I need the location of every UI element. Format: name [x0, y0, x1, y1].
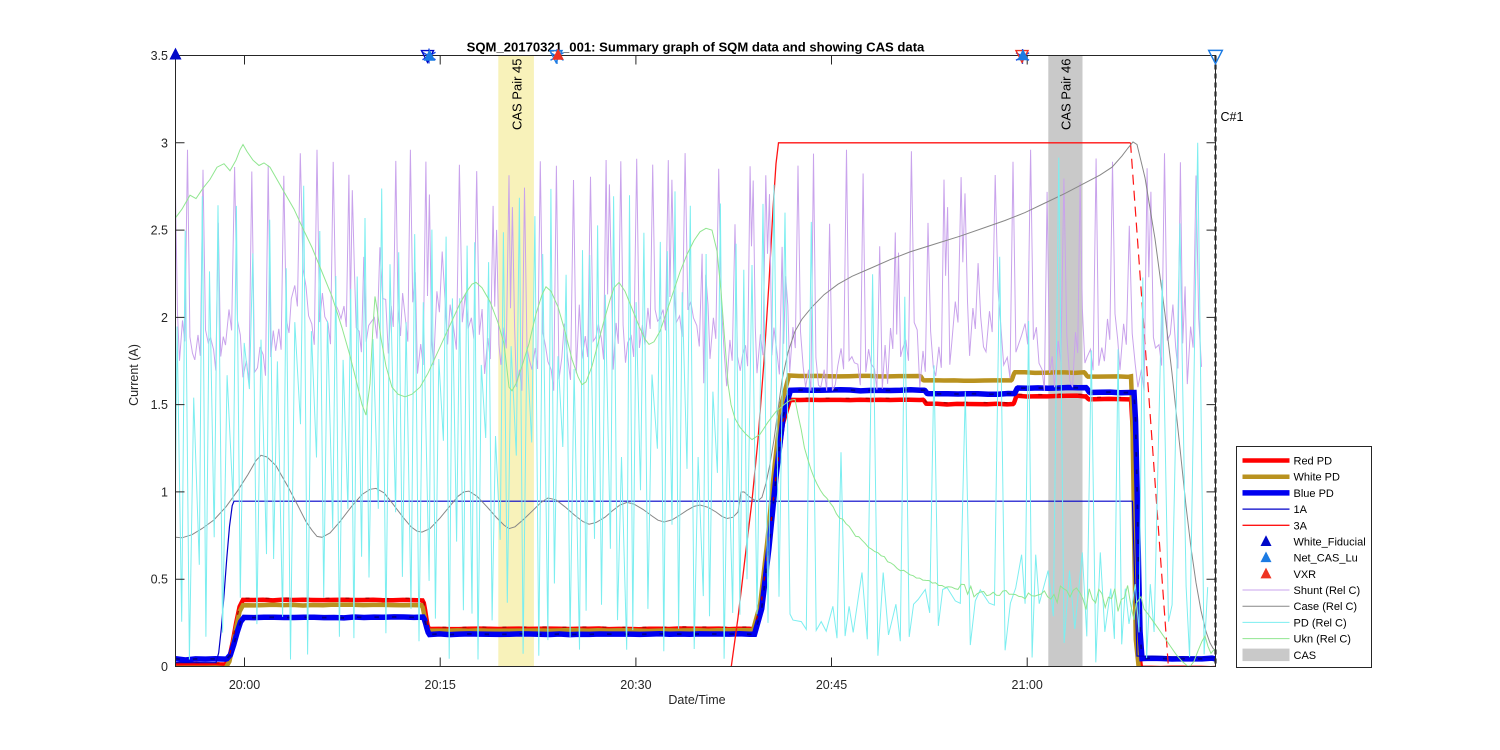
svg-text:Shunt (Rel C): Shunt (Rel C): [1294, 585, 1361, 597]
svg-text:PD (Rel C): PD (Rel C): [1294, 617, 1347, 629]
svg-text:3.5: 3.5: [151, 49, 168, 63]
svg-text:1: 1: [161, 485, 168, 499]
svg-text:White_Fiducial: White_Fiducial: [1294, 537, 1366, 549]
svg-text:1A: 1A: [1294, 504, 1308, 516]
svg-text:20:00: 20:00: [229, 678, 260, 692]
svg-text:CAS: CAS: [1294, 650, 1317, 662]
svg-text:Blue PD: Blue PD: [1294, 488, 1334, 500]
svg-text:Date/Time: Date/Time: [668, 693, 725, 707]
svg-text:3: 3: [161, 136, 168, 150]
svg-text:C#1: C#1: [1221, 110, 1244, 124]
svg-text:20:15: 20:15: [425, 678, 456, 692]
svg-text:3A: 3A: [1294, 520, 1308, 532]
svg-text:20:30: 20:30: [620, 678, 651, 692]
svg-text:Current (A): Current (A): [127, 344, 141, 406]
svg-text:VXR: VXR: [1294, 569, 1317, 581]
svg-text:CAS Pair 46: CAS Pair 46: [1059, 59, 1074, 131]
svg-text:0.5: 0.5: [151, 573, 168, 587]
svg-text:2.5: 2.5: [151, 224, 168, 238]
svg-text:2: 2: [161, 311, 168, 325]
svg-text:SQM_20170321_001: Summary grap: SQM_20170321_001: Summary graph of SQM d…: [467, 40, 925, 55]
svg-text:Net_CAS_Lu: Net_CAS_Lu: [1294, 553, 1358, 565]
svg-text:21:00: 21:00: [1012, 678, 1043, 692]
svg-text:Red PD: Red PD: [1294, 456, 1333, 468]
svg-text:White PD: White PD: [1294, 472, 1341, 484]
svg-text:20:45: 20:45: [816, 678, 847, 692]
svg-text:1.5: 1.5: [151, 398, 168, 412]
svg-text:Case (Rel C): Case (Rel C): [1294, 601, 1358, 613]
svg-text:CAS Pair 45: CAS Pair 45: [510, 59, 525, 131]
svg-text:0: 0: [161, 660, 168, 674]
svg-text:Ukn (Rel C): Ukn (Rel C): [1294, 634, 1351, 646]
